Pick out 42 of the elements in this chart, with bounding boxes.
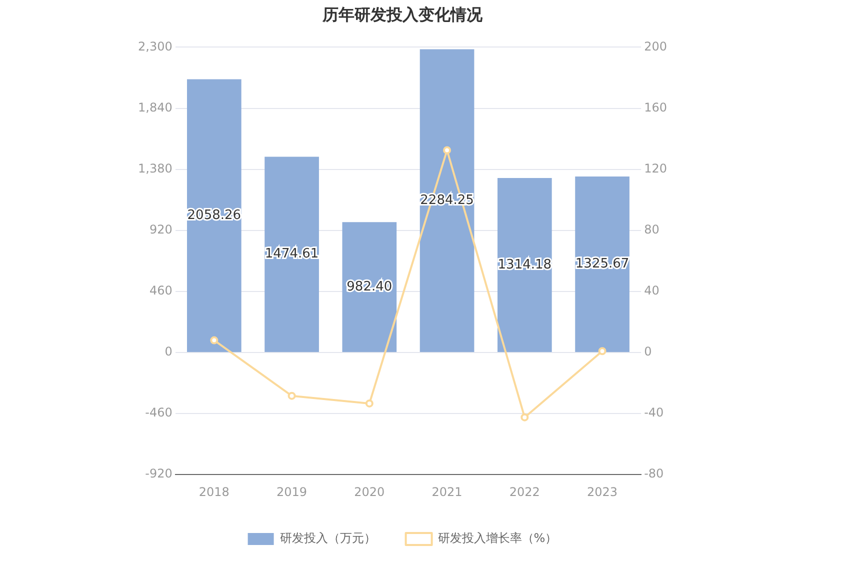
legend-label: 研发投入增长率（%） — [438, 531, 558, 546]
data-label: 982.40 — [346, 279, 392, 294]
legend-label: 研发投入（万元） — [280, 531, 376, 546]
y2-tick-label: -40 — [644, 406, 664, 420]
bar — [420, 49, 474, 352]
point — [520, 413, 529, 422]
y2-tick-label: 160 — [644, 100, 667, 114]
y2-tick-label: 200 — [644, 39, 667, 54]
y2-tick-label: 40 — [644, 284, 660, 298]
x-tick-label: 2020 — [354, 484, 385, 499]
y-tick-label: 1,380 — [138, 161, 172, 176]
y2-tick-label: -80 — [644, 466, 664, 481]
y-tick-label: -920 — [145, 466, 172, 481]
x-tick-label: 2021 — [432, 484, 462, 499]
y-tick-label: 0 — [164, 344, 172, 359]
bar — [264, 156, 319, 352]
x-tick-label: 2019 — [276, 484, 308, 499]
x-tick-label: 2023 — [587, 484, 618, 499]
y-tick-label: 2,300 — [138, 39, 172, 54]
point — [598, 347, 606, 356]
data-label: 1474.61 — [264, 246, 319, 262]
data-label: 2058.26 — [187, 208, 242, 224]
point — [288, 392, 296, 400]
y-tick-label: 920 — [149, 222, 172, 236]
bar — [497, 178, 552, 352]
point — [210, 336, 218, 344]
y-tick-label: -460 — [145, 406, 172, 420]
x-tick-label: 2022 — [509, 484, 540, 499]
bar — [575, 176, 630, 352]
y2-tick-label: 80 — [644, 222, 660, 236]
y-tick-label: 1,840 — [138, 100, 172, 114]
y2-tick-label: 120 — [644, 161, 667, 176]
data-label: 1325.67 — [575, 256, 630, 272]
y-tick-label: 460 — [149, 284, 172, 298]
bar — [342, 222, 397, 352]
bar — [186, 79, 242, 352]
data-label: 1314.18 — [498, 257, 552, 272]
y2-tick-label: 0 — [644, 344, 652, 359]
point — [365, 399, 374, 408]
point — [443, 146, 452, 154]
chart-title: 历年研发投入变化情况 — [322, 4, 484, 24]
x-tick-label: 2018 — [198, 484, 230, 499]
